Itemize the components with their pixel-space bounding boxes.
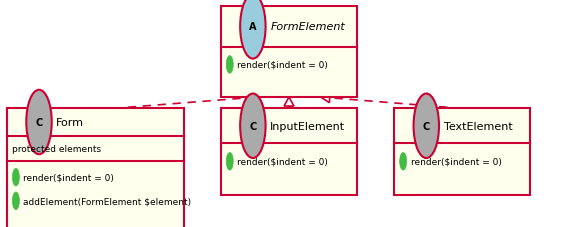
Bar [221,109,357,195]
Text: A: A [249,22,257,32]
Ellipse shape [400,153,407,170]
Text: render($indent = 0): render($indent = 0) [24,173,114,182]
Text: C: C [249,121,257,131]
Polygon shape [284,98,294,106]
Text: TextElement: TextElement [444,121,512,131]
Bar [221,7,357,98]
Ellipse shape [227,56,233,74]
Text: C: C [423,121,430,131]
Text: render($indent = 0): render($indent = 0) [238,61,328,70]
Text: Form: Form [57,117,84,127]
Ellipse shape [27,90,52,155]
Text: C: C [35,117,43,127]
Ellipse shape [240,0,266,59]
Text: addElement(FormElement $element): addElement(FormElement $element) [24,196,191,205]
Ellipse shape [13,169,20,186]
Bar [395,109,531,195]
Ellipse shape [13,192,20,210]
Polygon shape [248,93,257,103]
Text: render($indent = 0): render($indent = 0) [411,157,502,166]
Ellipse shape [240,94,266,158]
Text: protected elements: protected elements [12,144,101,153]
Text: render($indent = 0): render($indent = 0) [238,157,328,166]
Polygon shape [321,94,330,103]
Text: InputElement: InputElement [271,121,345,131]
Bar [8,109,184,227]
Ellipse shape [414,94,439,158]
Text: FormElement: FormElement [271,22,345,32]
Ellipse shape [227,153,233,170]
